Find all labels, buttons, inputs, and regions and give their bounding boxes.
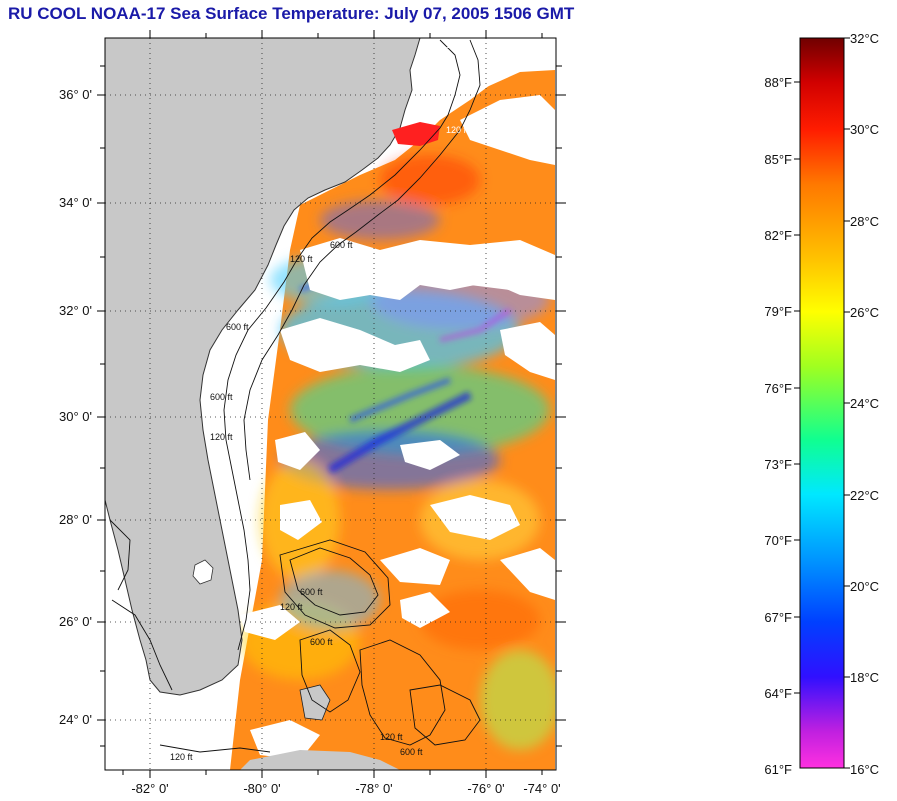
f-label: 88°F bbox=[764, 75, 792, 90]
contour-label: 120 ft bbox=[280, 602, 303, 612]
f-label: 64°F bbox=[764, 686, 792, 701]
contour-label: 600 ft bbox=[330, 240, 353, 250]
colorbar-fahrenheit-labels: 88°F 85°F 82°F 79°F 76°F 73°F 70°F 67°F … bbox=[764, 75, 792, 777]
c-label: 30°C bbox=[850, 122, 879, 137]
land-mass bbox=[105, 38, 421, 696]
depth-contours bbox=[109, 39, 481, 753]
map-frame bbox=[104, 37, 557, 771]
colorbar-celsius-labels: 32°C 30°C 28°C 26°C 24°C 22°C 20°C 18°C … bbox=[850, 31, 879, 777]
contour-label: 120 ft bbox=[380, 732, 403, 742]
lon-labels: -82° 0' -80° 0' -78° 0' -76° 0' -74° 0' bbox=[131, 781, 560, 796]
contour-label: 120 ft bbox=[170, 752, 193, 762]
lat-label: 30° 0' bbox=[59, 409, 92, 424]
f-label: 73°F bbox=[764, 457, 792, 472]
c-label: 28°C bbox=[850, 214, 879, 229]
c-label: 26°C bbox=[850, 305, 879, 320]
island-land bbox=[240, 750, 400, 770]
colorbar-gradient bbox=[799, 37, 845, 769]
lat-label: 26° 0' bbox=[59, 614, 92, 629]
lon-label: -78° 0' bbox=[355, 781, 392, 796]
map-panel: 120 ft 120 ft 600 ft 120 ft 600 ft 120 f… bbox=[59, 30, 566, 796]
colorbar: 88°F 85°F 82°F 79°F 76°F 73°F 70°F 67°F … bbox=[764, 31, 879, 777]
f-label: 79°F bbox=[764, 304, 792, 319]
lat-label: 24° 0' bbox=[59, 712, 92, 727]
contour-label: 120 ft bbox=[446, 125, 469, 135]
lake-okeechobee bbox=[192, 559, 214, 585]
lat-labels: 36° 0' 34° 0' 32° 0' 30° 0' 28° 0' 26° 0… bbox=[59, 87, 92, 727]
f-label: 67°F bbox=[764, 610, 792, 625]
lat-label: 36° 0' bbox=[59, 87, 92, 102]
lon-label: -82° 0' bbox=[131, 781, 168, 796]
lat-label: 34° 0' bbox=[59, 195, 92, 210]
map-grid bbox=[105, 38, 556, 770]
contour-label: 600 ft bbox=[400, 747, 423, 757]
c-label: 16°C bbox=[850, 762, 879, 777]
lon-label: -80° 0' bbox=[243, 781, 280, 796]
contour-labels: 120 ft 120 ft 600 ft 120 ft 600 ft 120 f… bbox=[170, 40, 469, 762]
f-label: 70°F bbox=[764, 533, 792, 548]
f-label: 61°F bbox=[764, 762, 792, 777]
c-label: 32°C bbox=[850, 31, 879, 46]
contour-label: 600 ft bbox=[226, 322, 249, 332]
lat-label: 32° 0' bbox=[59, 303, 92, 318]
lat-label: 28° 0' bbox=[59, 512, 92, 527]
cloud-cover bbox=[240, 38, 555, 760]
map-title: RU COOL NOAA-17 Sea Surface Temperature:… bbox=[8, 4, 575, 23]
f-label: 76°F bbox=[764, 381, 792, 396]
contour-label: 120 ft bbox=[290, 254, 313, 264]
colorbar-ticks bbox=[794, 37, 850, 769]
sound-warm-water bbox=[392, 122, 440, 146]
lat-ticks bbox=[97, 65, 566, 747]
lon-ticks bbox=[122, 30, 543, 778]
c-label: 18°C bbox=[850, 670, 879, 685]
contour-label: 120 ft bbox=[210, 432, 233, 442]
c-label: 22°C bbox=[850, 488, 879, 503]
lon-label: -74° 0' bbox=[523, 781, 560, 796]
contour-label: 600 ft bbox=[210, 392, 233, 402]
lon-label: -76° 0' bbox=[467, 781, 504, 796]
f-label: 85°F bbox=[764, 152, 792, 167]
c-label: 20°C bbox=[850, 579, 879, 594]
contour-label: 600 ft bbox=[310, 637, 333, 647]
c-label: 24°C bbox=[850, 396, 879, 411]
contour-label: 120 ft bbox=[446, 40, 469, 50]
contour-label: 600 ft bbox=[300, 587, 323, 597]
f-label: 82°F bbox=[764, 228, 792, 243]
